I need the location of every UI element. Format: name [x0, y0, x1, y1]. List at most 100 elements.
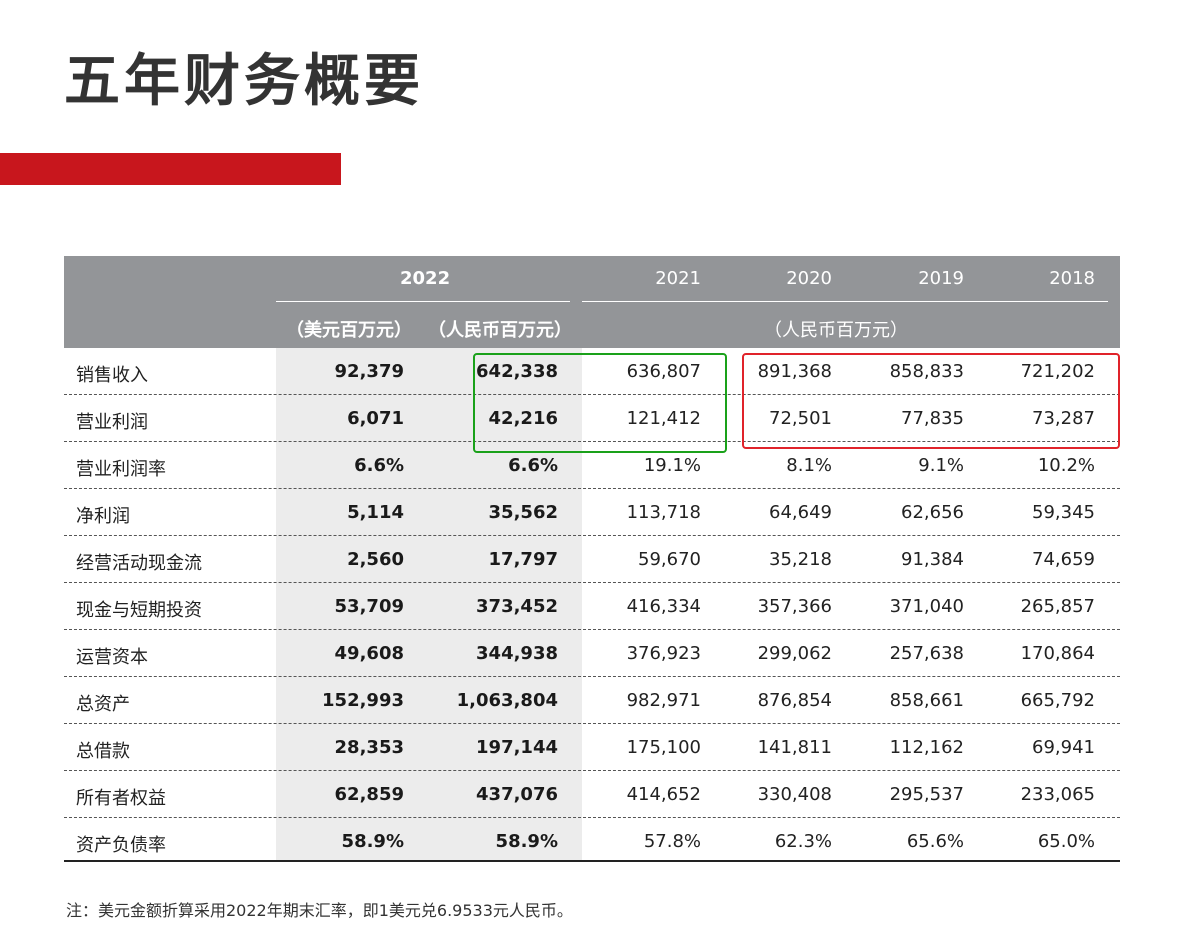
- row-value: 5,114: [347, 502, 404, 523]
- row-value: 77,835: [901, 408, 964, 429]
- row-value: 721,202: [1020, 361, 1095, 382]
- row-value: 42,216: [488, 408, 558, 429]
- row-separator: [64, 394, 1120, 395]
- row-value: 330,408: [757, 784, 832, 805]
- row-value: 65.0%: [1037, 831, 1095, 852]
- row-value: 6.6%: [508, 455, 558, 476]
- row-value: 72,501: [769, 408, 832, 429]
- row-value: 265,857: [1020, 596, 1095, 617]
- row-value: 642,338: [476, 361, 558, 382]
- header-year-2019: 2019: [918, 268, 964, 289]
- highlight-box-green: [473, 353, 727, 453]
- row-value: 9.1%: [918, 455, 964, 476]
- row-separator: [64, 535, 1120, 536]
- table-row: 总借款 28,353 197,144 175,100 141,811 112,162 69,…: [64, 724, 1120, 771]
- row-value: 858,661: [889, 690, 964, 711]
- table-row: 现金与短期投资 53,709 373,452 416,334 357,366 371,04…: [64, 583, 1120, 630]
- row-value: 197,144: [476, 737, 558, 758]
- row-value: 257,638: [889, 643, 964, 664]
- row-label: 现金与短期投资: [76, 600, 202, 621]
- row-label: 所有者权益: [76, 788, 166, 809]
- year-2022-column-shade: [276, 348, 582, 860]
- row-value: 376,923: [626, 643, 701, 664]
- row-value: 295,537: [889, 784, 964, 805]
- row-value: 113,718: [626, 502, 701, 523]
- row-label: 总资产: [76, 694, 130, 715]
- row-value: 891,368: [757, 361, 832, 382]
- table-row: 运营资本 49,608 344,938 376,923 299,062 257,638 17…: [64, 630, 1120, 677]
- header-unit-rmb-other: （人民币百万元）: [764, 320, 908, 341]
- row-separator: [64, 629, 1120, 630]
- row-value: 6,071: [347, 408, 404, 429]
- row-value: 64,649: [769, 502, 832, 523]
- row-value: 73,287: [1032, 408, 1095, 429]
- table-row: 营业利润 6,071 42,216 121,412 72,501 77,835 73,287: [64, 395, 1120, 442]
- header-unit-rmb-2022: （人民币百万元）: [428, 320, 572, 341]
- row-value: 2,560: [347, 549, 404, 570]
- header-year-2018: 2018: [1049, 268, 1095, 289]
- row-value: 62,656: [901, 502, 964, 523]
- row-value: 17,797: [488, 549, 558, 570]
- row-value: 373,452: [476, 596, 558, 617]
- row-value: 35,218: [769, 549, 832, 570]
- row-value: 6.6%: [354, 455, 404, 476]
- row-value: 62.3%: [774, 831, 832, 852]
- header-year-2022: 2022: [400, 268, 451, 289]
- row-value: 57.8%: [643, 831, 701, 852]
- footnote: 注：美元金额折算采用2022年期末汇率，即1美元兑6.9533元人民币。: [66, 901, 573, 920]
- row-value: 65.6%: [906, 831, 964, 852]
- row-value: 416,334: [626, 596, 701, 617]
- row-value: 53,709: [334, 596, 404, 617]
- row-value: 152,993: [322, 690, 404, 711]
- table-row: 经营活动现金流 2,560 17,797 59,670 35,218 91,384 74,6…: [64, 536, 1120, 583]
- row-separator: [64, 817, 1120, 818]
- highlight-box-red: [742, 353, 1120, 449]
- header-year-2021: 2021: [655, 268, 701, 289]
- row-value: 437,076: [476, 784, 558, 805]
- row-value: 28,353: [334, 737, 404, 758]
- row-separator: [64, 676, 1120, 677]
- table-row: 净利润 5,114 35,562 113,718 64,649 62,656 59,345: [64, 489, 1120, 536]
- row-value: 92,379: [334, 361, 404, 382]
- page-title: 五年财务概要: [64, 49, 424, 114]
- row-value: 112,162: [889, 737, 964, 758]
- row-value: 665,792: [1020, 690, 1095, 711]
- row-separator: [64, 488, 1120, 489]
- accent-bar: [0, 153, 341, 185]
- table-row: 销售收入 92,379 642,338 636,807 891,368 858,833 72…: [64, 348, 1120, 395]
- table-row: 营业利润率 6.6% 6.6% 19.1% 8.1% 9.1% 10.2%: [64, 442, 1120, 489]
- row-value: 121,412: [626, 408, 701, 429]
- row-separator: [64, 770, 1120, 771]
- row-separator: [64, 723, 1120, 724]
- row-value: 344,938: [476, 643, 558, 664]
- row-value: 19.1%: [643, 455, 701, 476]
- table-header: [64, 256, 1120, 348]
- row-value: 876,854: [757, 690, 832, 711]
- row-value: 982,971: [626, 690, 701, 711]
- header-2022-underline: [276, 301, 570, 302]
- row-label: 经营活动现金流: [76, 553, 202, 574]
- row-value: 62,859: [334, 784, 404, 805]
- row-value: 10.2%: [1037, 455, 1095, 476]
- row-label: 资产负债率: [76, 835, 166, 856]
- row-value: 49,608: [334, 643, 404, 664]
- row-value: 414,652: [626, 784, 701, 805]
- financial-summary-table: 2022 2021 2020 2019 2018 （美元百万元） （人民币百万元…: [64, 256, 1120, 864]
- row-label: 销售收入: [76, 365, 148, 386]
- row-value: 35,562: [488, 502, 558, 523]
- row-label: 营业利润: [76, 412, 148, 433]
- row-value: 91,384: [901, 549, 964, 570]
- row-label: 运营资本: [76, 647, 148, 668]
- row-value: 58.9%: [495, 831, 558, 852]
- row-separator: [64, 441, 1120, 442]
- table-bottom-rule: [64, 860, 1120, 862]
- row-value: 58.9%: [341, 831, 404, 852]
- row-value: 74,659: [1032, 549, 1095, 570]
- row-label: 总借款: [76, 741, 130, 762]
- table-row: 总资产 152,993 1,063,804 982,971 876,854 858,661…: [64, 677, 1120, 724]
- row-value: 59,670: [638, 549, 701, 570]
- table-row: 资产负债率 58.9% 58.9% 57.8% 62.3% 65.6% 65.0%: [64, 818, 1120, 865]
- row-value: 371,040: [889, 596, 964, 617]
- row-label: 营业利润率: [76, 459, 166, 480]
- row-value: 141,811: [757, 737, 832, 758]
